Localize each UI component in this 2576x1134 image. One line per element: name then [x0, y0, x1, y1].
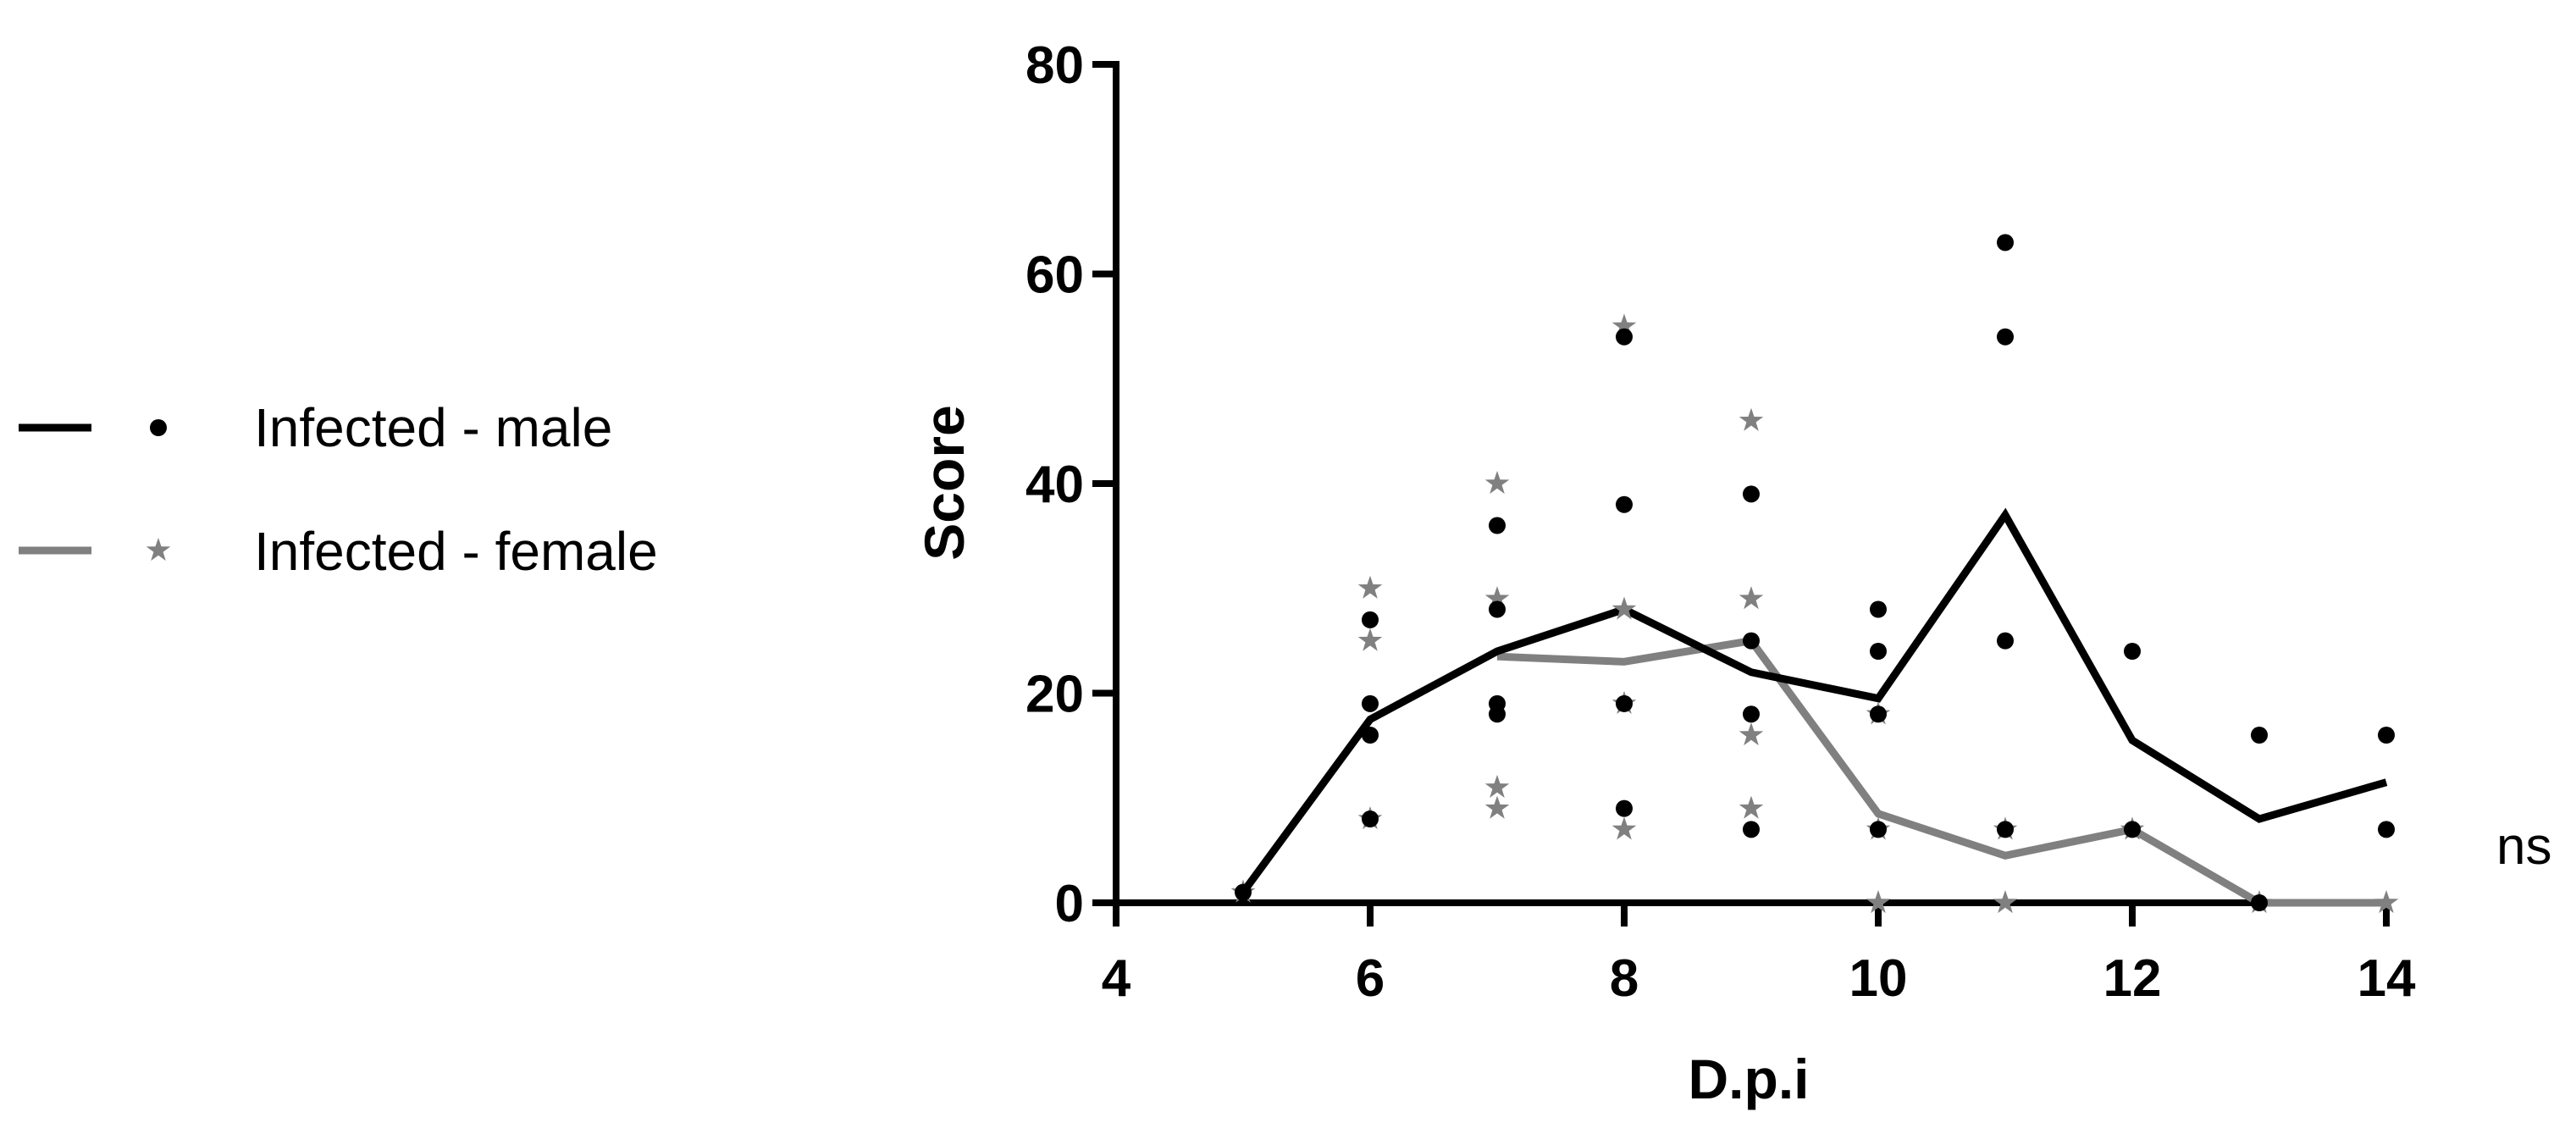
data-point-male	[1870, 643, 1887, 660]
y-tick-label: 20	[1025, 666, 1084, 724]
data-point-male	[1616, 495, 1633, 513]
data-point-female	[1739, 795, 1764, 819]
data-point-female	[1611, 313, 1637, 337]
data-point-female	[1611, 596, 1637, 620]
data-point-male	[1997, 328, 2014, 346]
data-point-male	[2251, 727, 2268, 744]
data-point-male	[1743, 821, 1760, 838]
x-tick-label: 10	[1849, 949, 1908, 1008]
data-point-male	[1362, 611, 1379, 628]
series-points	[1230, 234, 2399, 914]
data-point-female	[1484, 586, 1510, 610]
legend-label-female: Infected - female	[254, 521, 658, 582]
data-point-male	[1870, 705, 1887, 723]
x-tick-label: 14	[2358, 949, 2416, 1008]
data-point-female	[1739, 586, 1764, 610]
data-point-male	[1743, 632, 1760, 650]
data-point-female	[1739, 722, 1764, 746]
data-point-male	[1362, 694, 1379, 712]
y-tick-label: 60	[1025, 246, 1084, 305]
ns-annotation: ns	[2496, 817, 2551, 876]
data-point-male	[1870, 600, 1887, 618]
data-point-male	[1997, 632, 2014, 650]
data-point-male	[2124, 643, 2141, 660]
data-point-male	[1362, 810, 1379, 827]
axes: 0 20 40 60 80 4 6 8 10 12 14	[1025, 36, 2416, 1008]
x-tick-label: 6	[1356, 949, 1385, 1008]
data-point-female	[1357, 575, 1383, 599]
data-point-male	[1362, 727, 1379, 744]
legend-marker-female	[146, 538, 171, 561]
y-tick-label: 80	[1025, 36, 1084, 95]
data-point-male	[1997, 234, 2014, 252]
data-point-male	[1870, 821, 1887, 838]
data-point-female	[1484, 471, 1510, 495]
series-line-male	[1240, 507, 2388, 895]
data-point-female	[1357, 628, 1383, 651]
x-tick-label: 4	[1102, 949, 1131, 1008]
y-tick-label: 40	[1025, 456, 1084, 514]
data-point-male	[1616, 694, 1633, 712]
series-lines	[1240, 507, 2388, 907]
data-point-female	[1611, 816, 1637, 840]
data-point-male	[2124, 821, 2141, 838]
data-point-female	[2374, 890, 2399, 914]
data-point-male	[1235, 883, 1252, 901]
y-axis-title: Score	[913, 405, 976, 560]
data-point-male	[1997, 821, 2014, 838]
legend-label-male: Infected - male	[254, 397, 612, 458]
y-ticks: 0 20 40 60 80	[1025, 36, 1116, 933]
legend: Infected - male Infected - female	[19, 397, 658, 582]
x-tick-label: 12	[2103, 949, 2162, 1008]
x-tick-label: 8	[1610, 949, 1639, 1008]
x-ticks: 4 6 8 10 12 14	[1102, 903, 2416, 1008]
series-line-female	[1496, 636, 2386, 907]
data-point-male	[1489, 705, 1506, 723]
data-point-female	[1739, 407, 1764, 431]
x-axis-title: D.p.i	[1689, 1048, 1810, 1110]
data-point-male	[2378, 727, 2395, 744]
data-point-male	[1616, 328, 1633, 346]
data-point-male	[1743, 705, 1760, 723]
data-point-male	[2251, 894, 2268, 911]
data-point-female	[1866, 890, 1891, 914]
data-point-male	[1616, 799, 1633, 817]
data-point-female	[1484, 795, 1510, 819]
data-point-male	[1743, 485, 1760, 503]
legend-marker-male	[150, 419, 167, 436]
y-tick-label: 0	[1055, 875, 1084, 933]
data-point-male	[2378, 821, 2395, 838]
data-point-male	[1489, 600, 1506, 618]
data-point-male	[1489, 517, 1506, 534]
data-point-female	[1993, 890, 2018, 914]
data-point-female	[1484, 774, 1510, 798]
